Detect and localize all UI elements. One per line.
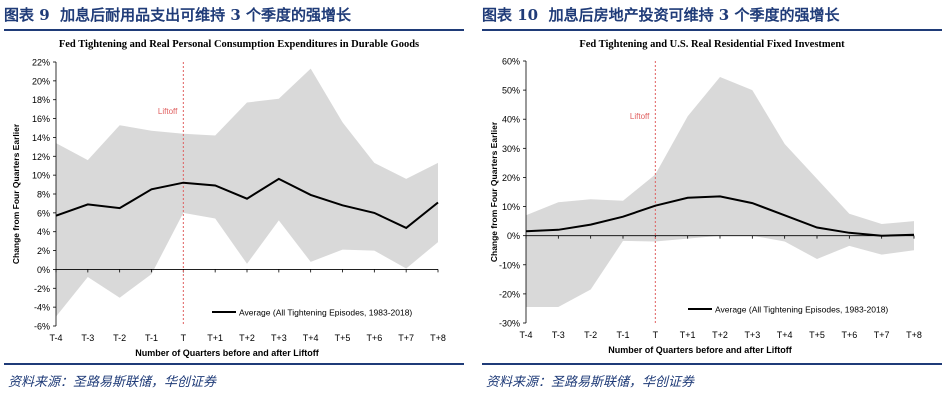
range-band	[56, 68, 438, 317]
y-tick-label: -10%	[499, 260, 520, 270]
y-tick-label: 16%	[32, 114, 50, 124]
x-tick-label: T+8	[906, 330, 922, 340]
y-tick-label: 10%	[32, 171, 50, 181]
x-tick-label: T+4	[777, 330, 793, 340]
y-tick-label: 60%	[502, 57, 520, 67]
legend-label: Average (All Tightening Episodes, 1983-2…	[715, 305, 888, 315]
x-tick-label: T+2	[239, 333, 255, 343]
y-tick-label: 0%	[507, 231, 520, 241]
legend-label: Average (All Tightening Episodes, 1983-2…	[239, 308, 412, 318]
x-tick-label: T+7	[874, 330, 890, 340]
x-tick-label: T+5	[809, 330, 825, 340]
x-tick-label: T+2	[712, 330, 728, 340]
x-tick-label: T+5	[335, 333, 351, 343]
chart-durable-goods: Fed Tightening and Real Personal Consump…	[11, 39, 446, 358]
x-tick-label: T+1	[680, 330, 696, 340]
x-tick-label: T	[653, 330, 659, 340]
x-tick-label: T-2	[584, 330, 597, 340]
x-tick-label: T-4	[519, 330, 532, 340]
y-tick-label: 10%	[502, 202, 520, 212]
y-tick-label: 50%	[502, 86, 520, 96]
y-tick-label: -30%	[499, 319, 520, 329]
y-tick-label: 20%	[32, 76, 50, 86]
y-tick-label: -20%	[499, 289, 520, 299]
y-tick-label: 22%	[32, 58, 50, 68]
x-tick-label: T+6	[841, 330, 857, 340]
average-series-line	[525, 195, 915, 237]
y-tick-label: 40%	[502, 115, 520, 125]
source-note: 资料来源：圣路易斯联储，华创证券	[8, 375, 217, 390]
y-tick-label: 18%	[32, 95, 50, 105]
y-tick-label: -2%	[34, 284, 50, 294]
chart-panel-residential-investment: 图表 10 加息后房地产投资可维持 3 个季度的强增长 Fed Tighteni…	[478, 0, 944, 404]
chart-panel-durable-goods: 图表 9 加息后耐用品支出可维持 3 个季度的强增长 Fed Tightenin…	[0, 0, 466, 404]
average-series-line	[55, 177, 439, 230]
x-axis-title: Number of Quarters before and after Lift…	[135, 348, 320, 358]
x-tick-label: T+3	[271, 333, 287, 343]
figure-title: 图表 10 加息后房地产投资可维持 3 个季度的强增长	[482, 6, 840, 24]
x-tick-label: T-4	[49, 333, 62, 343]
range-band	[526, 77, 914, 307]
x-tick-label: T+3	[744, 330, 760, 340]
y-tick-label: 2%	[37, 246, 50, 256]
x-tick-label: T-3	[81, 333, 94, 343]
y-tick-label: 6%	[37, 208, 50, 218]
y-tick-label: 12%	[32, 152, 50, 162]
x-tick-label: T-3	[552, 330, 565, 340]
x-tick-label: T+6	[366, 333, 382, 343]
source-note: 资料来源：圣路易斯联储，华创证券	[486, 375, 695, 390]
y-tick-label: 20%	[502, 173, 520, 183]
x-tick-label: T+1	[207, 333, 223, 343]
liftoff-label: Liftoff	[630, 112, 650, 121]
x-axis-title: Number of Quarters before and after Lift…	[608, 345, 793, 355]
chart-title: Fed Tightening and U.S. Real Residential…	[579, 39, 845, 50]
x-tick-label: T-1	[145, 333, 158, 343]
title-divider	[482, 29, 942, 31]
chart-title: Fed Tightening and Real Personal Consump…	[59, 39, 419, 50]
y-tick-label: 8%	[37, 190, 50, 200]
y-tick-label: -4%	[34, 303, 50, 313]
source-divider	[482, 363, 942, 365]
y-tick-label: -6%	[34, 322, 50, 332]
source-divider	[4, 363, 464, 365]
x-tick-label: T-1	[616, 330, 629, 340]
x-tick-label: T-2	[113, 333, 126, 343]
y-axis-title: Change from Four Quarters Earlier	[489, 121, 499, 262]
x-tick-label: T	[181, 333, 187, 343]
x-tick-label: T+8	[430, 333, 446, 343]
x-tick-label: T+4	[303, 333, 319, 343]
y-tick-label: 0%	[37, 265, 50, 275]
figure-title: 图表 9 加息后耐用品支出可维持 3 个季度的强增长	[4, 6, 352, 24]
y-tick-label: 30%	[502, 144, 520, 154]
title-divider	[4, 29, 464, 31]
y-axis-title: Change from Four Quarters Earlier	[11, 123, 21, 264]
liftoff-label: Liftoff	[158, 107, 178, 116]
y-tick-label: 4%	[37, 227, 50, 237]
chart-residential-investment: Fed Tightening and U.S. Real Residential…	[489, 39, 922, 355]
y-tick-label: 14%	[32, 133, 50, 143]
x-tick-label: T+7	[398, 333, 414, 343]
